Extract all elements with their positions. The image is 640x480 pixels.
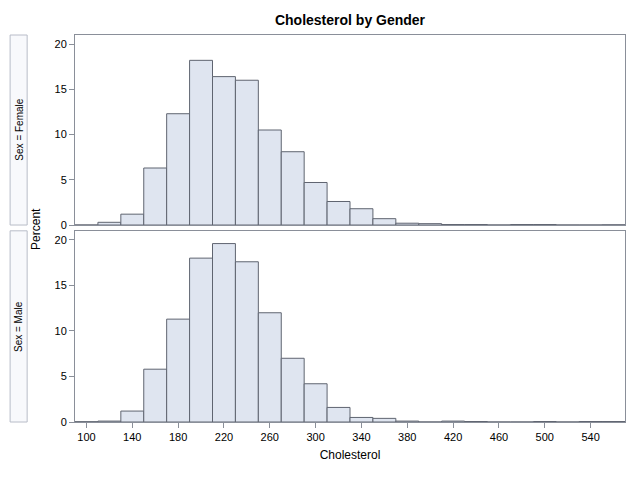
svg-text:Percent: Percent: [29, 208, 43, 250]
svg-text:15: 15: [55, 279, 67, 291]
svg-text:Cholesterol: Cholesterol: [320, 448, 381, 462]
svg-text:300: 300: [306, 431, 324, 443]
svg-text:0: 0: [61, 219, 67, 231]
svg-text:340: 340: [352, 431, 370, 443]
svg-text:540: 540: [581, 431, 599, 443]
svg-text:5: 5: [61, 370, 67, 382]
svg-text:Sex = Female: Sex = Female: [14, 98, 25, 160]
svg-text:180: 180: [169, 431, 187, 443]
svg-text:220: 220: [215, 431, 233, 443]
svg-text:100: 100: [77, 431, 95, 443]
svg-text:500: 500: [536, 431, 554, 443]
svg-text:380: 380: [398, 431, 416, 443]
svg-text:20: 20: [55, 234, 67, 246]
svg-text:10: 10: [55, 325, 67, 337]
svg-text:Cholesterol by Gender: Cholesterol by Gender: [275, 12, 426, 28]
svg-text:260: 260: [261, 431, 279, 443]
svg-text:10: 10: [55, 128, 67, 140]
svg-text:460: 460: [490, 431, 508, 443]
svg-text:15: 15: [55, 83, 67, 95]
svg-text:Sex = Male: Sex = Male: [13, 301, 24, 352]
svg-text:20: 20: [55, 38, 67, 50]
svg-text:140: 140: [123, 431, 141, 443]
svg-text:420: 420: [444, 431, 462, 443]
svg-text:5: 5: [61, 174, 67, 186]
svg-text:0: 0: [61, 416, 67, 428]
